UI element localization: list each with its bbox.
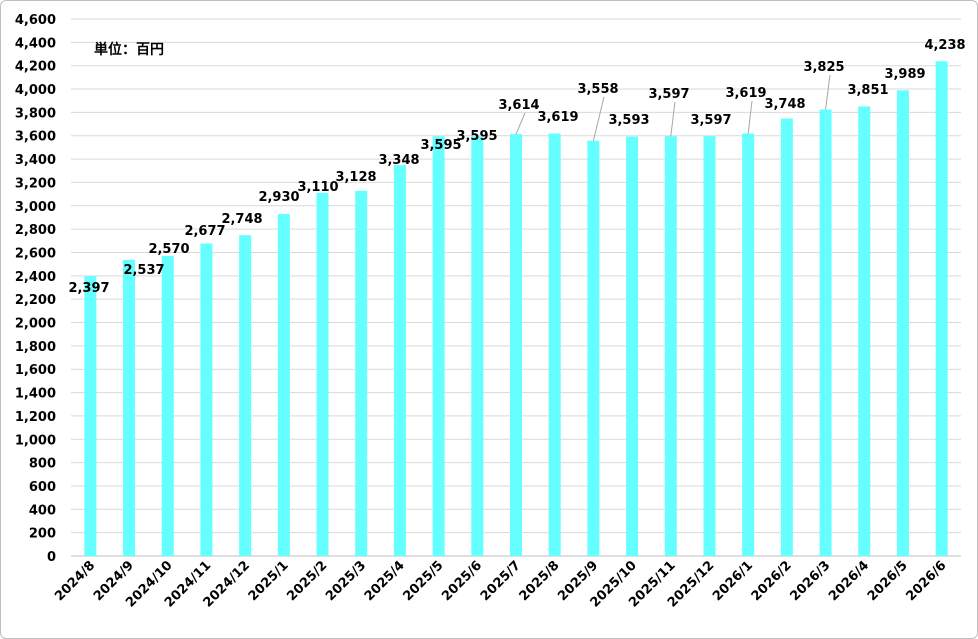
bar: [780, 118, 793, 557]
data-label: 3,595: [420, 138, 461, 153]
y-tick-label: 600: [29, 480, 56, 495]
data-label: 2,930: [258, 190, 299, 205]
data-label: 3,825: [803, 60, 844, 75]
bar: [316, 192, 329, 557]
y-tick-label: 3,600: [15, 130, 56, 145]
y-tick-label: 2,400: [15, 270, 56, 285]
y-tick-label: 2,200: [15, 293, 56, 308]
leader-line: [592, 96, 605, 141]
unit-label: 単位：百円: [94, 41, 164, 58]
y-tick-label: 3,400: [15, 153, 56, 168]
x-tick-label: 2026/1: [710, 558, 756, 604]
y-tick-label: 3,000: [15, 200, 56, 215]
y-tick-label: 3,200: [15, 176, 56, 191]
data-label: 3,110: [297, 180, 338, 195]
x-tick-label: 2024/8: [52, 558, 98, 604]
leader-line: [825, 74, 831, 110]
bar: [510, 134, 522, 556]
data-label: 2,570: [148, 242, 189, 257]
data-label: 3,348: [378, 153, 419, 168]
y-tick-label: 4,200: [15, 60, 56, 75]
bar: [200, 243, 213, 556]
y-tick-label: 400: [29, 503, 56, 518]
data-label: 3,128: [335, 170, 376, 185]
data-label: 3,619: [537, 110, 578, 125]
data-label: 3,597: [648, 87, 689, 102]
y-tick-label: 1,800: [15, 340, 56, 355]
x-tick-label: 2025/4: [362, 558, 408, 604]
y-tick-label: 2,000: [15, 317, 56, 332]
y-axis: 0 200 400 600 800 1,000 1,200 1,400 1,600 1,800 2,…: [15, 13, 961, 565]
leader-line: [515, 112, 526, 135]
bar: [393, 165, 406, 556]
y-tick-label: 800: [29, 457, 56, 472]
y-tick-label: 1,000: [15, 433, 56, 448]
y-tick-label: 1,200: [15, 410, 56, 425]
bar: [277, 213, 290, 556]
x-tick-label: 2025/3: [323, 558, 369, 604]
data-label: 3,619: [725, 86, 766, 101]
data-label: 3,614: [498, 98, 539, 113]
leader-lines: [515, 74, 831, 141]
data-label: 3,748: [764, 97, 805, 112]
bar: [548, 133, 561, 556]
y-tick-label: 0: [47, 550, 56, 565]
bar: [84, 276, 97, 556]
data-label: 3,989: [884, 67, 925, 82]
bar: [935, 61, 948, 557]
bar: [239, 235, 252, 556]
data-label: 2,748: [221, 212, 262, 227]
data-label: 3,593: [608, 113, 649, 128]
y-tick-label: 4,600: [15, 13, 56, 28]
data-label: 2,537: [123, 263, 164, 278]
y-tick-label: 4,000: [15, 83, 56, 98]
x-tick-label: 2025/1: [246, 558, 292, 604]
bar: [161, 255, 174, 556]
data-label: 3,597: [690, 113, 731, 128]
leader-line: [747, 100, 753, 134]
bar: [703, 136, 716, 556]
x-tick-label: 2025/6: [439, 558, 485, 604]
bar: [664, 136, 677, 556]
bars: [84, 61, 948, 557]
y-tick-label: 1,400: [15, 387, 56, 402]
x-axis: 2024/82024/92024/102024/112024/122025/12…: [52, 558, 949, 610]
data-label: 4,238: [924, 38, 965, 53]
y-tick-label: 2,800: [15, 223, 56, 238]
y-tick-label: 3,800: [15, 106, 56, 121]
bar: [123, 259, 136, 556]
x-tick-label: 2026/3: [787, 558, 833, 604]
data-label: 3,558: [577, 82, 618, 97]
bar: [587, 140, 600, 556]
data-label: 3,851: [847, 83, 888, 98]
bar: [471, 136, 484, 557]
data-label: 3,595: [456, 129, 497, 144]
y-tick-label: 1,600: [15, 363, 56, 378]
data-label: 2,397: [68, 281, 109, 296]
data-label: 2,677: [184, 224, 225, 239]
x-tick-label: 2025/5: [400, 558, 446, 604]
x-tick-label: 2025/7: [478, 558, 524, 604]
x-tick-label: 2025/8: [517, 558, 563, 604]
bar: [355, 190, 368, 556]
x-tick-label: 2026/5: [865, 558, 911, 604]
y-tick-label: 4,400: [15, 36, 56, 51]
y-tick-label: 200: [29, 527, 56, 542]
x-tick-label: 2025/2: [284, 558, 330, 604]
leader-line: [670, 101, 676, 137]
bar: [896, 90, 909, 556]
bar: [626, 136, 639, 556]
bar: [432, 136, 445, 557]
x-tick-label: 2026/6: [904, 558, 950, 604]
bar: [858, 106, 871, 556]
bar: [819, 109, 832, 556]
y-tick-label: 2,600: [15, 246, 56, 261]
bar: [742, 133, 755, 556]
x-tick-label: 2026/2: [749, 558, 795, 604]
x-tick-label: 2026/4: [826, 558, 872, 604]
